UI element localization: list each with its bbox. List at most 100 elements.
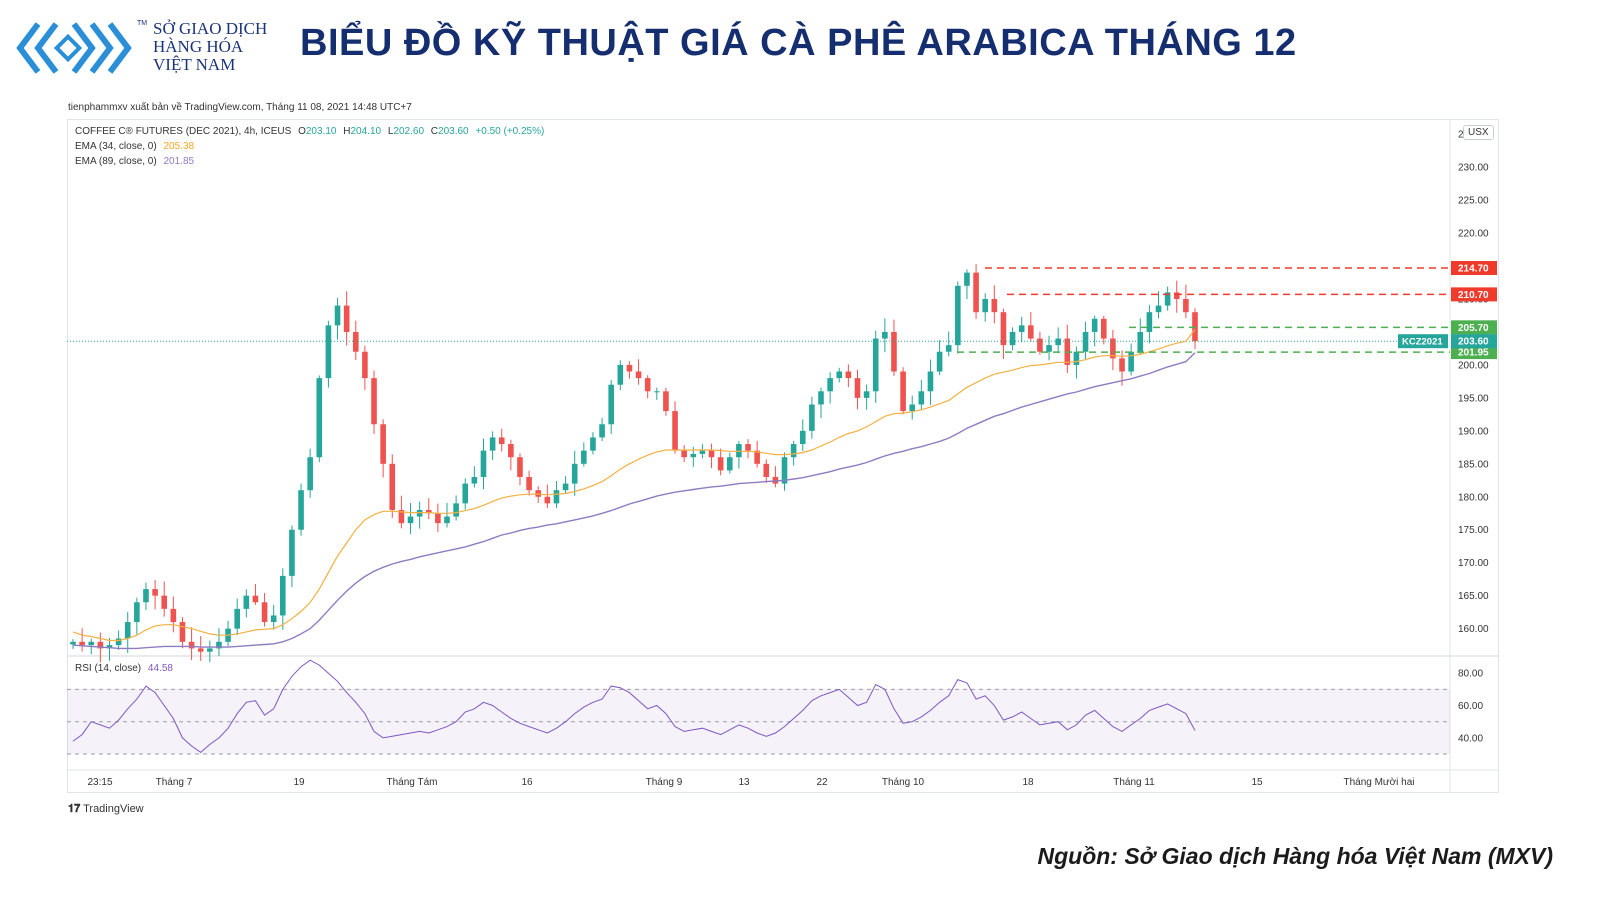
candle-body — [1110, 338, 1116, 359]
y-tick-label: 175.00 — [1458, 525, 1489, 536]
candle-body — [754, 450, 760, 464]
candle-body — [562, 483, 569, 491]
candle-body — [398, 509, 405, 524]
logo-line-2: HÀNG HÓA — [153, 37, 244, 56]
y-tick-label: 170.00 — [1458, 558, 1489, 569]
candle-body — [690, 453, 697, 458]
candle-body — [207, 648, 213, 652]
candle-body — [945, 345, 952, 352]
candle-body — [790, 444, 797, 458]
candle-body — [188, 641, 195, 649]
candle-body — [234, 608, 240, 629]
legend-ema89-row: EMA (89, close, 0) 201.85 — [75, 156, 198, 167]
candle-body — [708, 450, 715, 458]
x-tick-label: Tháng Mười hai — [1343, 777, 1414, 788]
candle-body — [316, 378, 323, 458]
candle-body — [1009, 331, 1016, 346]
source-note: Nguồn: Sở Giao dịch Hàng hóa Việt Nam (M… — [1037, 843, 1553, 869]
published-note: tienphammxv xuất bản về TradingView.com,… — [68, 102, 412, 113]
legend-rsi-value: 44.58 — [147, 663, 173, 674]
x-tick-label: Tháng 11 — [1113, 777, 1155, 788]
candle-body — [380, 424, 386, 464]
candle-body — [672, 411, 678, 451]
x-tick-label: Tháng 10 — [882, 777, 925, 788]
candle-body — [307, 457, 313, 491]
candle-body — [435, 513, 441, 524]
legend-l-label: L — [387, 126, 394, 137]
candle-body — [571, 463, 578, 484]
legend-ema34-row: EMA (34, close, 0) 205.38 — [75, 141, 198, 152]
candle-body — [261, 602, 268, 623]
x-tick-label: 22 — [816, 777, 828, 788]
candle-body — [343, 305, 350, 332]
legend-rsi-row: RSI (14, close) 44.58 — [75, 663, 177, 674]
logo-trademark: TM — [137, 20, 148, 27]
candle-body — [1028, 325, 1034, 339]
candle-body — [1155, 305, 1162, 313]
candle-body — [425, 509, 432, 514]
candle-body — [1137, 331, 1144, 352]
tradingview-icon: 𝟏𝟕 — [68, 802, 81, 815]
rsi-tick-label: 60.00 — [1458, 701, 1483, 712]
legend-c-label: C — [430, 126, 439, 137]
candle-body — [699, 450, 706, 454]
candle-body — [635, 371, 642, 379]
candle-body — [626, 364, 633, 372]
x-tick-label: 13 — [738, 777, 750, 788]
y-tick-label: 220.00 — [1458, 229, 1489, 240]
legend-ema89-value: 201.85 — [163, 156, 195, 167]
candle-body — [1091, 318, 1098, 332]
candle-body — [170, 608, 177, 623]
candle-body — [891, 331, 897, 372]
candle-body — [325, 325, 332, 379]
candle-body — [955, 285, 961, 346]
level-label: 205.70 — [1458, 323, 1489, 334]
candle-body — [134, 602, 140, 623]
candle-body — [781, 457, 788, 484]
legend-close: 203.60 — [438, 126, 469, 137]
y-tick-label: 190.00 — [1458, 426, 1489, 437]
candle-body — [644, 378, 651, 392]
candle-body — [152, 589, 158, 596]
y-tick-label: 165.00 — [1458, 591, 1489, 602]
candle-body — [1018, 325, 1025, 332]
candle-body — [1119, 358, 1125, 372]
current-price-label: 203.60 — [1458, 337, 1489, 348]
candle-body — [289, 529, 295, 576]
candle-body — [982, 299, 988, 313]
legend-high: 204.10 — [350, 126, 382, 137]
candle-body — [973, 272, 979, 313]
legend-ema34: EMA (34, close, 0) — [75, 141, 157, 152]
candle-body — [371, 378, 377, 425]
candle-body — [243, 595, 250, 609]
candle-body — [936, 351, 943, 372]
ema34-line — [72, 329, 1196, 642]
candle-body — [1164, 292, 1171, 306]
logo-line-1: SỞ GIAO DỊCH — [153, 19, 268, 38]
tradingview-brand: 𝟏𝟕 TradingView — [68, 802, 144, 816]
candle-body — [1128, 351, 1134, 372]
rsi-line — [72, 659, 1196, 754]
y-tick-label: 200.00 — [1458, 360, 1489, 371]
candle-body — [498, 437, 505, 445]
candle-body — [471, 477, 478, 484]
candle-body — [1146, 312, 1153, 332]
currency-badge[interactable]: USX — [1463, 125, 1494, 140]
price-chart[interactable]: 160.00 165.00 170.00 175.00 180.00 185.00 190.… — [67, 119, 1499, 793]
candle-body — [1055, 338, 1061, 346]
candle-body — [836, 371, 843, 379]
candle-body — [1000, 312, 1007, 346]
candle-body — [599, 424, 605, 438]
candle-body — [845, 371, 852, 379]
legend-change: +0.50 (+0.25%) — [475, 126, 545, 137]
rsi-tick-label: 80.00 — [1458, 669, 1483, 680]
candle-body — [352, 331, 359, 352]
legend-low: 202.60 — [393, 126, 425, 137]
candle-body — [143, 589, 149, 603]
chart-frame — [67, 119, 1499, 793]
candle-body — [270, 615, 277, 623]
candle-body — [526, 477, 532, 491]
candle-body — [872, 338, 879, 392]
candle-body — [772, 477, 779, 484]
candle-body — [882, 331, 888, 339]
